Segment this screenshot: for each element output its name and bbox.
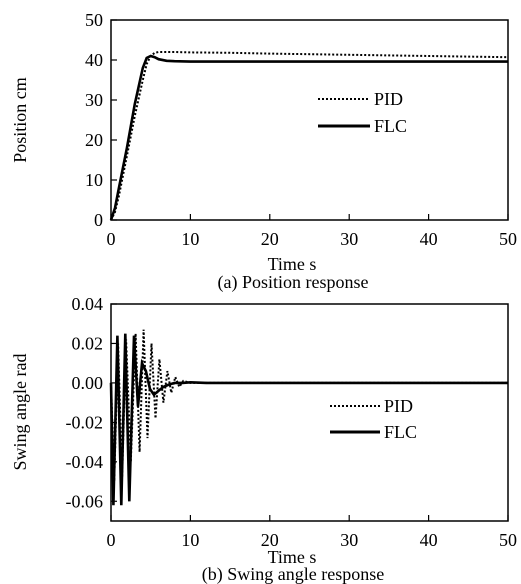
position-x-tick-label: 50 <box>499 229 517 249</box>
position-legend-pid-label: PID <box>374 89 403 109</box>
position-x-tick-label: 10 <box>181 229 199 249</box>
position-legend: PID FLC <box>318 89 407 136</box>
swing-x-tick-label: 50 <box>499 530 517 550</box>
position-x-tick-label: 20 <box>261 229 279 249</box>
position-y-tick-label: 40 <box>85 50 103 70</box>
swing-y-tick-label: -0.06 <box>66 491 104 511</box>
position-x-axis-label: Time s <box>268 254 317 274</box>
position-y-tick-label: 10 <box>85 170 103 190</box>
position-series-flc-line <box>109 54 508 221</box>
swing-y-tick-label: 0.04 <box>72 294 104 314</box>
swing-caption: (b) Swing angle response <box>202 564 384 584</box>
swing-x-tick-label: 30 <box>340 530 358 550</box>
swing-x-axis-label: Time s <box>268 547 317 567</box>
swing-series-pid-line <box>110 329 508 482</box>
position-series-pid-line <box>110 51 509 221</box>
position-y-tick-label: 20 <box>85 130 103 150</box>
position-y-tick-label: 50 <box>85 10 103 30</box>
swing-y-axis-label: Swing angle rad <box>10 354 30 471</box>
swing-legend: PID FLC <box>330 396 417 442</box>
position-x-tick-label: 40 <box>420 229 438 249</box>
swing-x-tick-label: 0 <box>107 530 116 550</box>
position-chart: 0 10 20 30 40 50 0 10 20 30 40 50 Position cm Time… <box>10 10 517 293</box>
swing-legend-pid-label: PID <box>384 396 413 416</box>
swing-x-tick-label: 40 <box>420 530 438 550</box>
position-legend-flc-label: FLC <box>374 116 407 136</box>
position-caption: (a) Position response <box>218 272 369 293</box>
swing-angle-chart: 0.040.020.00-0.02-0.04-0.06 0 10 20 30 40 50 … <box>10 294 517 584</box>
position-x-tick-label: 0 <box>107 229 116 249</box>
swing-legend-flc-label: FLC <box>384 422 417 442</box>
position-y-tick-label: 0 <box>94 210 103 230</box>
swing-series-flc-line <box>109 333 508 506</box>
position-y-tick-label: 30 <box>85 90 103 110</box>
position-y-axis-label: Position cm <box>10 77 30 163</box>
swing-plot-frame <box>110 303 509 522</box>
swing-x-tick-label: 10 <box>181 530 199 550</box>
swing-y-tick-label: -0.02 <box>66 412 104 432</box>
position-plot-frame <box>110 19 509 221</box>
swing-x-tick-label: 20 <box>261 530 279 550</box>
swing-y-tick-label: 0.00 <box>72 373 104 393</box>
position-x-tick-label: 30 <box>340 229 358 249</box>
swing-y-tick-label: -0.04 <box>66 452 104 472</box>
swing-y-tick-label: 0.02 <box>72 333 104 353</box>
